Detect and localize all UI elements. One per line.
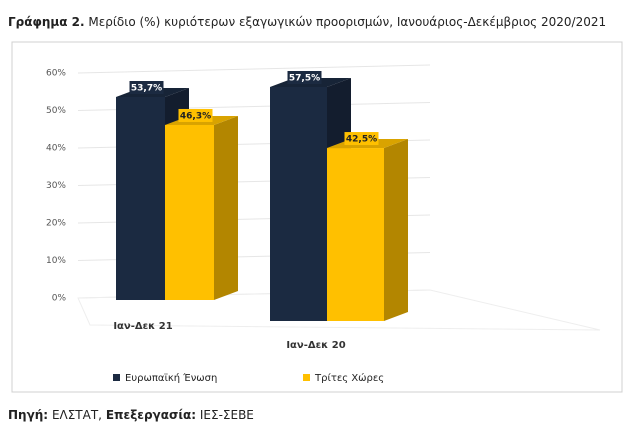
legend-swatch <box>303 374 310 381</box>
value-label: 57,5% <box>289 74 320 84</box>
y-tick-label: 0% <box>52 294 67 304</box>
y-tick-label: 40% <box>46 144 66 154</box>
value-label: 42,5% <box>346 135 377 145</box>
y-tick-label: 30% <box>46 181 66 191</box>
x-tick-label: Ιαν-Δεκ 21 <box>113 321 172 332</box>
legend-swatch <box>113 374 120 381</box>
value-label-box <box>178 108 213 122</box>
legend-label: Τρίτες Χώρες <box>314 372 384 384</box>
bar <box>165 124 214 300</box>
bar <box>327 148 384 321</box>
title-label: Γράφημα 2. <box>8 15 85 29</box>
bar-side <box>214 115 238 300</box>
chart-title: Γράφημα 2. Μερίδιο (%) κυριότερων εξαγωγ… <box>8 15 606 29</box>
title-text: Μερίδιο (%) κυριότερων εξαγωγικών προορι… <box>88 15 606 29</box>
processing-label: Επεξεργασία: <box>106 408 196 422</box>
bar-side <box>384 139 408 321</box>
y-tick-label: 20% <box>46 219 66 229</box>
y-tick-label: 60% <box>46 69 66 79</box>
x-tick-label: Ιαν-Δεκ 20 <box>286 340 345 351</box>
value-label-box <box>129 81 164 94</box>
bar <box>116 97 165 300</box>
y-tick-label: 10% <box>46 256 66 266</box>
y-tick-label: 50% <box>46 106 66 116</box>
source-text: ΕΛΣΤΑΤ, <box>52 408 102 422</box>
value-label: 53,7% <box>131 84 162 94</box>
grid-line <box>77 64 431 74</box>
bar <box>270 87 327 321</box>
value-label-box <box>287 71 322 84</box>
legend-label: Ευρωπαϊκή Ένωση <box>125 372 217 384</box>
value-label: 46,3% <box>180 111 211 121</box>
source: Πηγή: ΕΛΣΤΑΤ, Επεξεργασία: ΙΕΣ-ΣΕΒΕ <box>8 408 254 422</box>
value-label-box <box>344 132 379 146</box>
processing-text: ΙΕΣ-ΣΕΒΕ <box>200 408 254 422</box>
source-label: Πηγή: <box>8 408 48 422</box>
